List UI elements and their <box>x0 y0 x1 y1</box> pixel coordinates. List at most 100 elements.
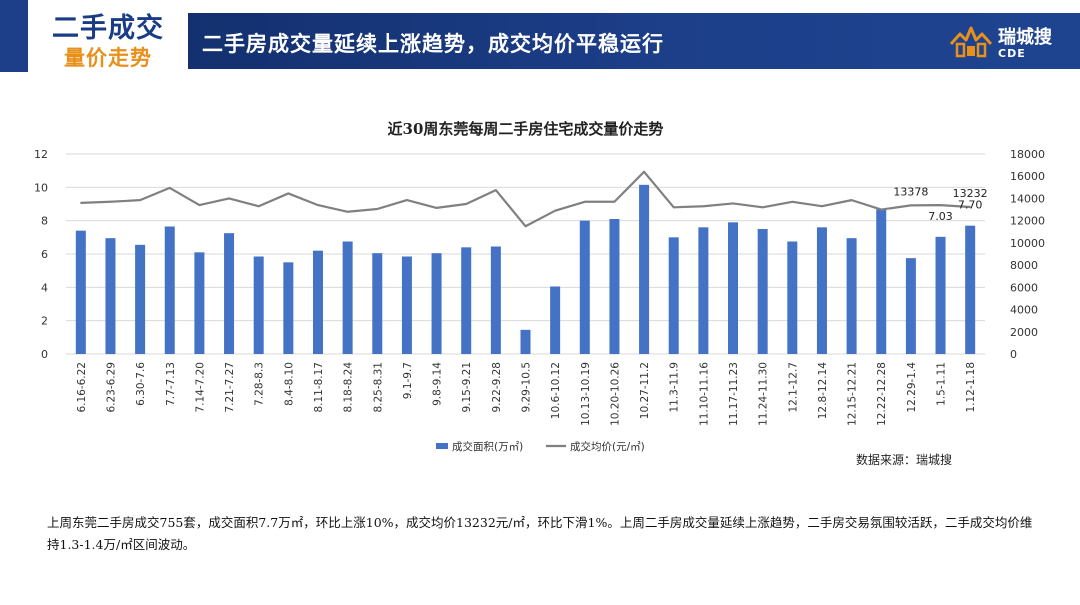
line-point <box>495 189 497 191</box>
y-tick-left: 8 <box>41 215 48 228</box>
bar <box>905 258 916 354</box>
x-tick-label: 7.21-7.27 <box>224 362 236 413</box>
y-tick-right: 2000 <box>1010 326 1038 339</box>
legend-label-bar: 成交面积(万㎡) <box>452 440 523 453</box>
data-label: 7.03 <box>928 210 953 223</box>
bar <box>75 230 86 354</box>
bar <box>105 238 116 354</box>
data-label: 13378 <box>893 185 928 198</box>
bar <box>579 220 590 354</box>
x-tick-label: 7.7-7.13 <box>165 362 177 406</box>
y-tick-left: 0 <box>41 348 48 361</box>
y-tick-left: 4 <box>41 281 48 294</box>
bar <box>312 250 323 354</box>
bar <box>431 253 442 354</box>
bar <box>846 238 857 354</box>
line-point <box>969 206 971 208</box>
y-tick-right: 4000 <box>1010 304 1038 317</box>
x-tick-label: 9.8-9.14 <box>432 362 444 406</box>
bar <box>609 219 620 354</box>
bar <box>935 236 946 354</box>
source-note: 数据来源：瑞城搜 <box>856 453 953 467</box>
x-tick-label: 11.10-11.16 <box>698 362 710 426</box>
line-point <box>376 208 379 210</box>
x-tick-label: 6.16-6.22 <box>76 362 88 413</box>
x-tick-label: 10.20-10.26 <box>609 362 621 426</box>
bar <box>787 241 798 354</box>
x-tick-label: 9.15-9.21 <box>461 362 473 413</box>
combo-chart: 近30周东莞每周二手房住宅成交量价走势 0 2 4 6 8 10 12 0 2000 4000 600… <box>34 120 1045 453</box>
bar <box>668 237 679 354</box>
y-tick-right: 16000 <box>1010 170 1045 183</box>
y-tick-left: 6 <box>41 248 48 261</box>
line-point <box>346 210 349 213</box>
data-label: 13232 <box>953 187 988 200</box>
bar <box>757 229 768 354</box>
legend-label-line: 成交均价(元/㎡) <box>570 440 645 453</box>
x-tick-label: 10.27-11.2 <box>639 362 651 419</box>
line-point <box>732 202 734 205</box>
x-tick-label: 12.22-12.28 <box>876 362 888 426</box>
x-tick-label: 11.17-11.23 <box>728 362 740 426</box>
line-point <box>80 202 82 204</box>
x-tick-label: 12.15-12.21 <box>847 362 859 426</box>
line-point <box>761 206 764 209</box>
y-tick-right: 12000 <box>1010 215 1045 228</box>
x-tick-label: 8.11-8.17 <box>313 362 325 413</box>
line-point <box>850 199 853 201</box>
x-tick-label: 12.29-1.4 <box>906 362 918 413</box>
line-point <box>406 199 408 201</box>
bar <box>965 225 976 354</box>
y-tick-right: 8000 <box>1010 259 1038 272</box>
x-tick-label: 10.13-10.19 <box>580 362 592 426</box>
section-title-line1: 二手成交 <box>52 13 164 44</box>
logo-sub: CDE <box>998 47 1026 60</box>
bar <box>639 184 650 354</box>
line-point <box>198 204 201 206</box>
x-tick-label: 6.23-6.29 <box>105 362 117 413</box>
bar <box>728 222 739 354</box>
y-tick-right: 18000 <box>1010 148 1045 161</box>
description-text: 上周东莞二手房成交755套，成交面积7.7万㎡，环比上涨10%，成交均价1323… <box>47 515 1033 552</box>
legend: 成交面积(万㎡) 成交均价(元/㎡) <box>436 440 645 453</box>
line-point <box>880 208 883 211</box>
left-accent-bar <box>0 0 28 72</box>
section-title-line2: 量价走势 <box>64 46 152 70</box>
bar <box>461 247 472 354</box>
x-tick-label: 9.22-9.28 <box>491 362 503 413</box>
y-tick-right: 6000 <box>1010 281 1038 294</box>
line-point <box>554 209 556 212</box>
line-point <box>435 207 438 209</box>
bar <box>876 209 887 354</box>
x-tick-label: 10.6-10.12 <box>550 362 562 419</box>
x-tick-label: 1.12-1.18 <box>965 362 977 413</box>
x-tick-label: 11.3-11.9 <box>669 362 681 413</box>
bar <box>401 256 412 354</box>
brand-logo: 瑞城搜 CDE <box>948 19 1068 65</box>
y-tick-right: 14000 <box>1010 192 1045 205</box>
x-tick-label: 12.8-12.14 <box>817 362 829 420</box>
line-point <box>583 200 586 203</box>
bar <box>550 286 561 354</box>
x-tick-label: 7.14-7.20 <box>194 362 206 413</box>
line-point <box>465 203 468 205</box>
line-point <box>168 187 171 189</box>
bar <box>816 227 827 354</box>
x-tick-label: 6.30-7.6 <box>135 362 147 406</box>
bar <box>224 233 235 354</box>
logo-name: 瑞城搜 <box>998 27 1052 48</box>
y-tick-left: 2 <box>41 315 48 328</box>
line-point <box>139 199 141 201</box>
line-point <box>613 200 616 203</box>
bar <box>283 262 294 354</box>
legend-swatch-bar <box>436 443 448 449</box>
x-tick-label: 8.18-8.24 <box>343 362 355 413</box>
line-point <box>287 192 290 195</box>
line-point <box>910 204 912 207</box>
data-label: 7.70 <box>958 199 983 212</box>
chart-title: 近30周东莞每周二手房住宅成交量价走势 <box>388 120 664 138</box>
bar <box>490 246 501 354</box>
line-point <box>524 225 527 228</box>
line-point <box>791 200 794 203</box>
x-tick-label: 8.4-8.10 <box>283 362 295 406</box>
